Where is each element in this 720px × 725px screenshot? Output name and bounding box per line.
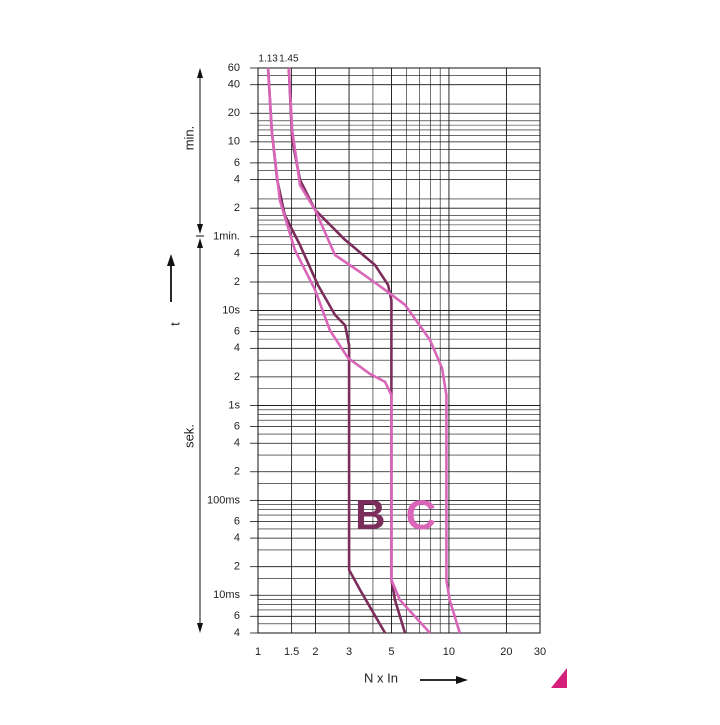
- y-tick-label: 1min.: [213, 231, 240, 243]
- y-tick-label: 6: [234, 157, 240, 169]
- y-tick-label: 2: [234, 276, 240, 288]
- y-tick-label: 60: [228, 62, 240, 74]
- x-tick-label: 1: [255, 646, 261, 658]
- curve-label: C: [406, 491, 436, 538]
- x-tick-label: 30: [534, 646, 546, 658]
- y-tick-label: 4: [234, 627, 240, 639]
- arrowhead: [197, 68, 203, 78]
- x-tick-label: 5: [388, 646, 394, 658]
- plot-frame: [257, 67, 541, 634]
- arrowhead: [197, 623, 203, 633]
- curve: [266, 67, 431, 634]
- y-tick-label: 20: [228, 107, 240, 119]
- curve: [287, 67, 462, 634]
- corner-mark: [551, 668, 567, 688]
- y-tick-label: 10ms: [213, 589, 240, 601]
- x-tick-label: 2: [312, 646, 318, 658]
- y-tick-label: 6: [234, 420, 240, 432]
- y-tick-label: 1s: [228, 399, 240, 411]
- labels: 1 1.5 2 3 5 10 20 30 1.13 1.45 60 40 20 10 6 4 2 1min. 4 2 1…: [207, 54, 546, 658]
- y-axis-label: t: [167, 322, 182, 326]
- x-axis-label: N x In: [364, 670, 398, 685]
- y-tick-label: 10: [228, 136, 240, 148]
- curve: [266, 67, 387, 634]
- x-top-tick-label: 1.45: [279, 54, 299, 65]
- y-tick-label: 100ms: [207, 494, 241, 506]
- y-tick-label: 2: [234, 202, 240, 214]
- y-tick-label: 4: [234, 342, 240, 354]
- y-tick-label: 10s: [222, 304, 240, 316]
- curve: [287, 67, 407, 634]
- arrowhead: [197, 224, 203, 234]
- arrowhead: [456, 676, 468, 684]
- y-tick-label: 2: [234, 561, 240, 573]
- y-tick-label: 4: [234, 174, 240, 186]
- y-tick-label: 2: [234, 466, 240, 478]
- curve-label: B: [355, 491, 385, 538]
- x-tick-label: 10: [443, 646, 455, 658]
- x-tick-label: 3: [346, 646, 352, 658]
- y-tick-label: 4: [234, 247, 240, 259]
- y-group-label: min.: [181, 126, 196, 151]
- y-tick-label: 4: [234, 532, 240, 544]
- y-tick-label: 6: [234, 326, 240, 338]
- arrowhead: [167, 254, 175, 266]
- y-tick-label: 40: [228, 79, 240, 91]
- y-group-label: sek.: [181, 424, 196, 448]
- y-tick-label: 6: [234, 515, 240, 527]
- y-tick-label: 4: [234, 437, 240, 449]
- y-tick-label: 2: [234, 371, 240, 383]
- arrowhead: [197, 238, 203, 248]
- x-tick-label: 20: [500, 646, 512, 658]
- x-top-tick-label: 1.13: [258, 54, 278, 65]
- y-tick-label: 6: [234, 610, 240, 622]
- x-tick-label: 1.5: [284, 646, 299, 658]
- grid: [250, 67, 541, 634]
- curves: [266, 67, 462, 634]
